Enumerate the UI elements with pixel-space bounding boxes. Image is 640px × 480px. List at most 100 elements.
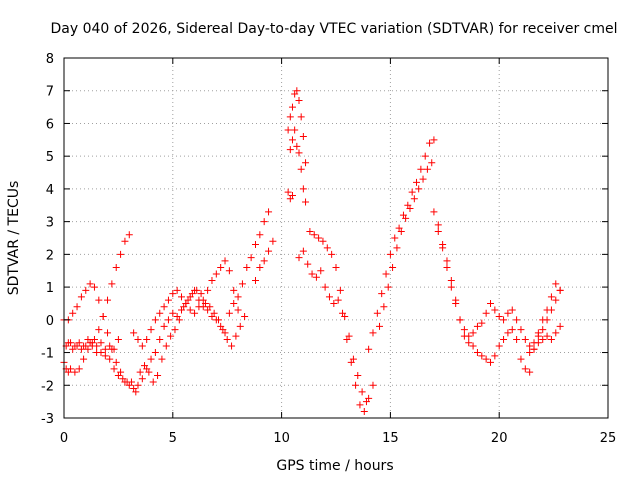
x-tick-label: 0 [60,431,68,446]
data-point [473,349,481,357]
data-point [328,250,336,258]
data-point [325,293,333,301]
data-point [221,257,229,265]
data-point [164,296,172,304]
data-point [552,280,560,288]
data-point [508,306,516,314]
data-point [406,205,414,213]
data-point [478,319,486,327]
data-point [162,342,170,350]
data-point [197,290,205,298]
data-point [304,260,312,268]
data-point [486,358,494,366]
data-point [90,335,98,343]
data-point [513,316,521,324]
y-tick-label: 0 [46,314,54,329]
data-point [154,371,162,379]
data-point [482,355,490,363]
data-point [530,339,538,347]
data-point [169,309,177,317]
data-point [552,329,560,337]
y-tick-label: -3 [41,412,54,427]
data-point [402,214,410,222]
data-point [86,339,94,347]
data-point [256,263,264,271]
data-point [97,349,105,357]
data-point [127,378,135,386]
y-tick-label: 6 [46,117,54,132]
grid [64,58,608,418]
data-point [247,254,255,262]
data-point [214,316,222,324]
y-tick-label: 1 [46,281,54,296]
data-point [169,290,177,298]
data-point [504,329,512,337]
data-point [345,332,353,340]
y-tick-label: 8 [46,52,54,67]
data-point [82,342,90,350]
data-point [365,345,373,353]
data-point [434,227,442,235]
data-point [428,159,436,167]
data-point [178,293,186,301]
data-point [491,352,499,360]
data-point [228,342,236,350]
data-point [225,267,233,275]
data-point [295,97,303,105]
x-tick-label: 25 [600,431,617,446]
data-point [334,296,342,304]
data-point [167,332,175,340]
data-point [114,335,122,343]
data-point [362,398,370,406]
data-point [491,306,499,314]
data-point [212,270,220,278]
data-point [469,329,477,337]
data-point [117,250,125,258]
data-point [147,326,155,334]
x-tick-label: 10 [273,431,290,446]
data-point [69,309,77,317]
data-point [349,355,357,363]
data-point [112,263,120,271]
data-point [95,296,103,304]
data-point [460,326,468,334]
data-point [101,345,109,353]
data-point [452,299,460,307]
data-point [397,227,405,235]
data-point [138,342,146,350]
data-point [69,345,77,353]
data-point [317,267,325,275]
data-point [104,329,112,337]
data-point [208,277,216,285]
axis-ticks [63,57,609,419]
data-point [526,349,534,357]
data-point [521,335,529,343]
data-point [308,270,316,278]
data-point [360,407,368,415]
data-point [380,303,388,311]
data-point [430,136,438,144]
data-point [134,381,142,389]
data-point [104,296,112,304]
data-point [408,188,416,196]
data-point [243,263,251,271]
data-point [82,286,90,294]
data-point [188,290,196,298]
data-point [136,368,144,376]
data-point [219,326,227,334]
data-point [299,247,307,255]
data-point [373,309,381,317]
data-point [217,263,225,271]
data-point [378,290,386,298]
data-point [500,316,508,324]
data-point [473,322,481,330]
data-point [352,381,360,389]
y-tick-label: -1 [41,347,54,362]
data-point [186,306,194,314]
data-point [156,335,164,343]
data-point [382,270,390,278]
data-point [256,231,264,239]
data-point [495,313,503,321]
data-point [299,133,307,141]
data-point [206,303,214,311]
